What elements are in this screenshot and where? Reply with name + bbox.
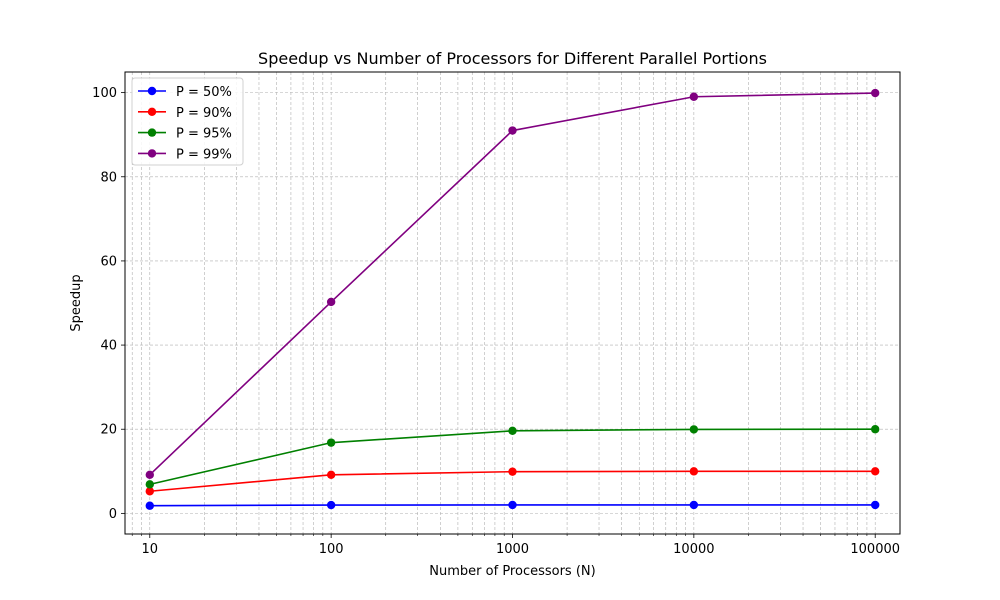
- y-tick-label: 20: [100, 423, 117, 438]
- data-point: [508, 426, 517, 435]
- data-point: [326, 297, 336, 307]
- chart-title: Speedup vs Number of Processors for Diff…: [258, 49, 767, 68]
- data-point: [871, 500, 880, 510]
- y-axis-title: Speedup: [69, 274, 84, 331]
- data-point: [145, 470, 154, 479]
- series-layer: [145, 88, 880, 510]
- legend-label: P = 99%: [176, 147, 232, 162]
- legend-box: [131, 77, 244, 166]
- ticks: 10 100 1000 10000 100000 0 20 40 60 80 100: [92, 86, 900, 557]
- y-tick-label: 60: [100, 254, 117, 269]
- legend-label: P = 50%: [176, 85, 232, 100]
- y-tick-label: 0: [109, 507, 117, 522]
- data-point: [871, 88, 880, 98]
- legend-marker: [147, 107, 157, 117]
- data-point: [689, 500, 699, 510]
- x-tick-label: 10000: [673, 542, 714, 557]
- y-tick-label: 100: [92, 86, 117, 101]
- y-tick-label: 80: [100, 170, 117, 185]
- legend-label: P = 90%: [176, 106, 232, 121]
- legend: P = 50% P = 90% P = 95% P = 99%: [131, 77, 244, 166]
- data-point: [508, 500, 517, 510]
- x-axis-title: Number of Processors (N): [429, 564, 595, 579]
- legend-marker: [147, 149, 157, 158]
- x-tick-label: 10: [142, 542, 159, 557]
- data-point: [145, 487, 154, 496]
- data-point: [326, 470, 336, 479]
- x-tick-label: 1000: [496, 542, 529, 557]
- y-tick-label: 40: [100, 339, 117, 354]
- legend-marker: [147, 128, 157, 137]
- data-point: [326, 500, 336, 510]
- legend-label: P = 95%: [176, 127, 232, 142]
- data-point: [145, 501, 154, 510]
- x-tick-label: 100000: [850, 542, 900, 557]
- legend-marker: [147, 86, 157, 96]
- data-point: [689, 425, 699, 434]
- data-point: [871, 425, 880, 434]
- grid: [125, 72, 900, 534]
- data-point: [326, 438, 336, 447]
- data-point: [508, 467, 517, 476]
- data-point: [145, 480, 154, 489]
- data-point: [871, 467, 880, 476]
- data-point: [508, 126, 517, 135]
- data-point: [689, 467, 699, 476]
- x-tick-label: 100: [319, 542, 344, 557]
- data-point: [689, 92, 699, 101]
